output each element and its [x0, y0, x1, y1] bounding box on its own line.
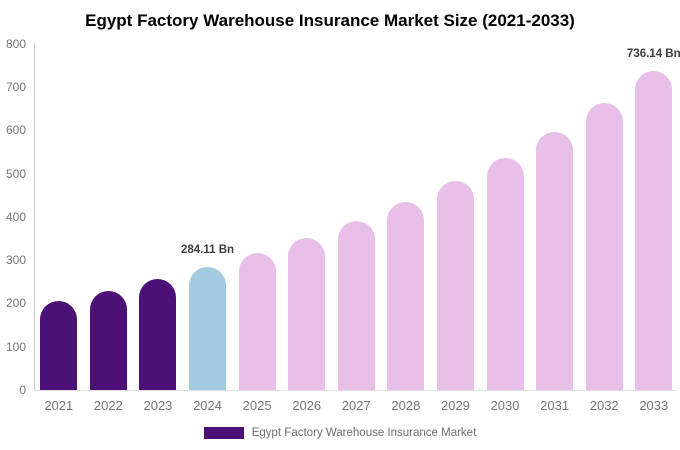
bar-2026: [288, 238, 326, 390]
bar-2031: [536, 131, 574, 390]
x-tick-label: 2031: [540, 398, 570, 413]
bar-annotation-2024: 284.11 Bn: [181, 244, 235, 256]
x-tick-label: 2030: [490, 398, 520, 413]
bar-2023: [139, 279, 177, 390]
x-tick-label: 2021: [44, 398, 74, 413]
y-tick-label: 100: [5, 339, 26, 354]
x-tick-label: 2033: [639, 398, 669, 413]
x-tick-label: 2027: [341, 398, 371, 413]
bar-2022: [89, 290, 127, 390]
y-tick-label: 200: [5, 296, 26, 311]
x-axis-line: [34, 390, 676, 391]
x-tick-label: 2022: [93, 398, 123, 413]
bar-annotation-2033: 736.14 Bn: [626, 48, 680, 61]
x-tick-label: 2023: [143, 398, 173, 413]
bar-2021: [40, 300, 78, 390]
bar-2032: [585, 103, 623, 390]
y-tick-label: 500: [5, 166, 26, 181]
x-tick-label: 2029: [440, 398, 470, 413]
bar-2030: [486, 157, 524, 390]
x-tick-label: 2024: [193, 398, 222, 413]
bar-2028: [387, 202, 425, 390]
y-tick-label: 700: [5, 79, 26, 94]
y-tick-label: 0: [19, 383, 26, 397]
chart-title: Egypt Factory Warehouse Insurance Market…: [85, 11, 575, 30]
bar-2029: [436, 181, 474, 390]
legend-swatch: [203, 427, 244, 439]
y-tick-label: 400: [5, 209, 26, 224]
y-tick-label: 300: [5, 253, 26, 268]
x-tick-label: 2032: [589, 398, 619, 413]
x-tick-label: 2025: [242, 398, 272, 413]
x-tick-label: 2026: [292, 398, 322, 413]
bar-2025: [238, 253, 276, 390]
y-tick-label: 600: [5, 123, 26, 138]
y-axis-line: [34, 42, 35, 390]
bar-2027: [337, 221, 375, 390]
legend: Egypt Factory Warehouse Insurance Market: [0, 427, 680, 439]
bar-2024: [189, 267, 227, 390]
bar-2033: [635, 71, 673, 390]
x-tick-label: 2028: [391, 398, 421, 413]
y-tick-label: 800: [5, 36, 26, 51]
legend-label: Egypt Factory Warehouse Insurance Market: [251, 427, 477, 439]
